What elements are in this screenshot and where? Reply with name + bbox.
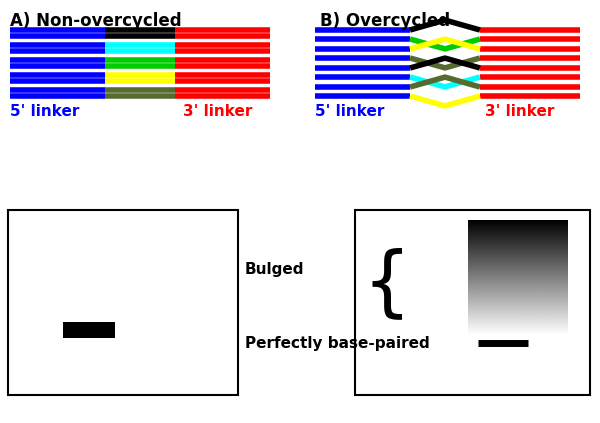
Bar — [355, 210, 590, 395]
Text: 5' linker: 5' linker — [10, 104, 79, 119]
Text: B) Overcycled: B) Overcycled — [320, 12, 450, 30]
Text: A) Non-overcycled: A) Non-overcycled — [10, 12, 182, 30]
Text: {: { — [363, 247, 412, 321]
Bar — [8, 210, 238, 395]
Text: Perfectly base-paired: Perfectly base-paired — [245, 336, 430, 351]
Text: 3' linker: 3' linker — [183, 104, 253, 119]
Text: Bulged: Bulged — [245, 262, 305, 277]
Text: 3' linker: 3' linker — [485, 104, 554, 119]
Text: 5' linker: 5' linker — [315, 104, 385, 119]
Bar — [62, 322, 115, 338]
